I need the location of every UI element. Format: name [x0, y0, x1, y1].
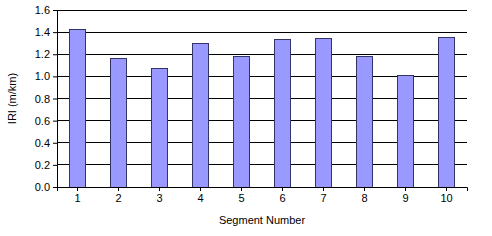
x-tick-mark: [159, 187, 160, 191]
y-tick-label: 0.6: [35, 115, 50, 127]
x-axis-title: Segment Number: [219, 214, 306, 226]
y-tick: 0.2: [35, 159, 57, 171]
y-tick: 1.6: [35, 4, 57, 16]
y-tick: 0.6: [35, 115, 57, 127]
bar: [397, 75, 413, 187]
y-tick-mark: [53, 32, 57, 33]
y-tick-label: 1.2: [35, 48, 50, 60]
x-tick: 5: [238, 187, 244, 204]
y-tick-mark: [53, 10, 57, 11]
bar: [274, 40, 290, 187]
x-tick: 1: [74, 187, 80, 204]
grid-line: [57, 10, 467, 11]
y-tick-label: 0.4: [35, 137, 50, 149]
plot-area: 0.0 0.2 0.4 0.6 0.8 1.0 1.2 1.4 1.6 1 2 3 4 5 6 7 8 9 10: [35, 4, 468, 204]
y-tick-label: 1.6: [35, 4, 50, 16]
x-tick: 10: [440, 187, 452, 204]
x-tick-label: 5: [238, 192, 244, 204]
x-tick-label: 4: [197, 192, 203, 204]
bar: [233, 56, 249, 187]
x-tick-label: 2: [115, 192, 121, 204]
x-tick: 4: [197, 187, 203, 204]
x-tick-label: 3: [156, 192, 162, 204]
y-tick-mark: [53, 187, 57, 188]
y-tick: 1.0: [35, 70, 57, 82]
chart: 0.0 0.2 0.4 0.6 0.8 1.0 1.2 1.4 1.6 1 2 3 4 5 6 7 8 9 10 Se…: [0, 0, 492, 236]
x-tick-label: 6: [279, 192, 285, 204]
y-tick: 0.8: [35, 93, 57, 105]
x-tick-mark: [118, 187, 119, 191]
x-tick: 7: [320, 187, 326, 204]
y-tick-mark: [53, 99, 57, 100]
y-axis-line: [53, 11, 58, 188]
y-tick-mark: [53, 165, 57, 166]
x-tick-mark: [241, 187, 242, 191]
x-tick-label: 10: [440, 192, 452, 204]
y-tick: 1.2: [35, 48, 57, 60]
bar: [110, 59, 126, 187]
x-tick-label: 7: [320, 192, 326, 204]
x-axis-line: [58, 188, 468, 192]
bar: [315, 39, 331, 187]
x-tick: 6: [279, 187, 285, 204]
x-axis: 1 2 3 4 5 6 7 8 9 10: [58, 187, 468, 204]
y-axis-title: IRI (m/km): [6, 73, 18, 124]
x-tick-label: 1: [74, 192, 80, 204]
x-tick-mark: [364, 187, 365, 191]
grid: [57, 10, 467, 187]
y-tick: 0.0: [35, 181, 57, 193]
bar: [69, 30, 85, 187]
x-tick-mark: [200, 187, 201, 191]
grid-line: [57, 32, 467, 33]
x-tick-label: 9: [402, 192, 408, 204]
x-tick-mark: [405, 187, 406, 191]
x-tick-mark: [77, 187, 78, 191]
grid-line: [57, 54, 467, 55]
bar: [192, 43, 208, 187]
x-tick-mark: [282, 187, 283, 191]
bar: [356, 56, 372, 187]
x-tick-mark: [323, 187, 324, 191]
bar: [438, 38, 454, 187]
y-tick-label: 0.8: [35, 93, 50, 105]
y-tick-mark: [53, 143, 57, 144]
y-tick-label: 0.0: [35, 181, 50, 193]
x-tick-label: 8: [361, 192, 367, 204]
x-tick: 8: [361, 187, 367, 204]
bars: [69, 30, 454, 187]
y-tick-label: 0.2: [35, 159, 50, 171]
x-tick: 9: [402, 187, 408, 204]
x-tick: 2: [115, 187, 121, 204]
y-tick-label: 1.4: [35, 26, 50, 38]
y-tick-mark: [53, 76, 57, 77]
y-tick: 0.4: [35, 137, 57, 149]
y-tick-label: 1.0: [35, 70, 50, 82]
x-tick: 3: [156, 187, 162, 204]
y-tick: 1.4: [35, 26, 57, 38]
y-axis: 0.0 0.2 0.4 0.6 0.8 1.0 1.2 1.4 1.6: [35, 4, 58, 193]
y-tick-mark: [53, 54, 57, 55]
bar: [151, 69, 167, 187]
y-tick-mark: [53, 121, 57, 122]
x-tick-mark: [446, 187, 447, 191]
